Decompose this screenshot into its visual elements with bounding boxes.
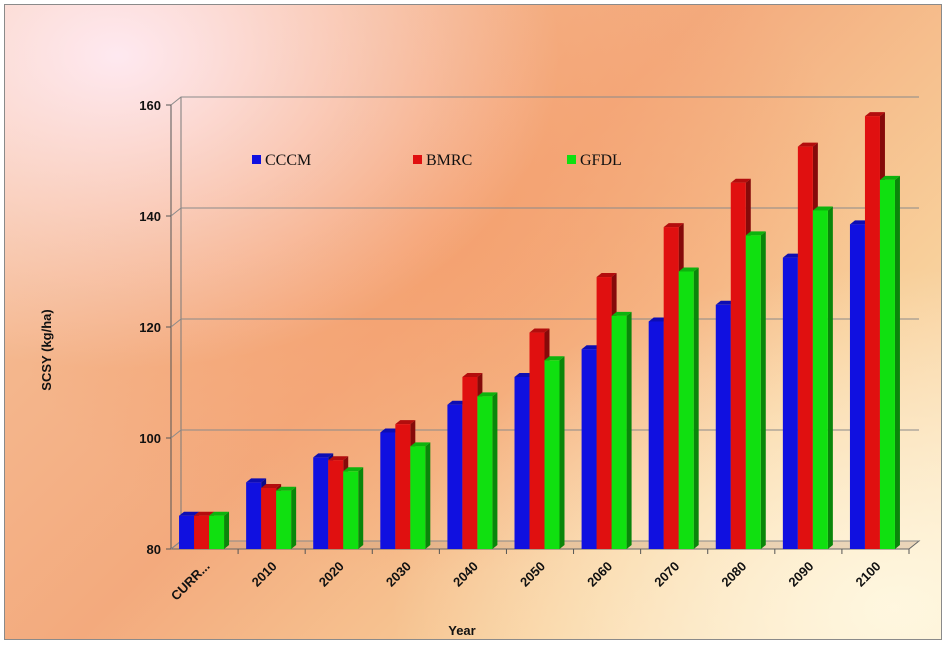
bar-bmrc <box>395 424 411 549</box>
bar-top-bmrc <box>529 328 550 333</box>
legend: CCCM BMRC GFDL <box>252 152 622 169</box>
bar-chart: 80 100 120 140 160 CURR... 2010 2020 2030 2040 205… <box>39 96 921 638</box>
bar-bmrc <box>596 277 612 549</box>
bar-top-bmrc <box>194 511 215 516</box>
bar-top-cccm <box>313 453 334 458</box>
bar-gfdl <box>544 360 560 549</box>
bar-side-gfdl <box>559 356 565 549</box>
bar-side-gfdl <box>760 231 766 550</box>
x-tick-label: 2090 <box>785 559 816 590</box>
bar-top-gfdl <box>410 442 431 447</box>
bar-top-gfdl <box>276 486 297 491</box>
bar-top-bmrc <box>596 273 617 278</box>
x-tick-label: 2060 <box>584 559 615 590</box>
bar-bmrc <box>328 460 344 549</box>
x-tick-label: 2080 <box>718 559 749 590</box>
bar-side-gfdl <box>626 311 632 549</box>
bar-cccm <box>179 515 195 549</box>
bar-bmrc <box>261 487 277 549</box>
bar-side-gfdl <box>358 467 364 549</box>
bar-cccm <box>581 349 597 549</box>
x-tick-label: 2010 <box>249 559 280 590</box>
bar-side-gfdl <box>291 486 297 549</box>
bar-top-gfdl <box>611 311 632 316</box>
y-axis-title: SCSY (kg/ha) <box>39 309 54 390</box>
bar-bmrc <box>462 376 478 549</box>
bar-side-gfdl <box>425 442 431 549</box>
bar-bmrc <box>797 146 813 549</box>
bar-top-bmrc <box>328 456 349 461</box>
bar-layer <box>179 112 900 550</box>
bar-cccm <box>782 257 798 549</box>
bar-top-gfdl <box>209 511 230 516</box>
bar-top-gfdl <box>678 267 699 272</box>
bar-top-gfdl <box>812 206 833 211</box>
y-tick-label: 140 <box>139 209 161 224</box>
bar-gfdl <box>410 446 426 549</box>
bar-bmrc <box>663 227 679 549</box>
y-tick-label: 120 <box>139 320 161 335</box>
bar-bmrc <box>194 515 210 549</box>
y-tick-label: 100 <box>139 431 161 446</box>
bar-top-bmrc <box>663 223 684 228</box>
bar-cccm <box>849 224 865 549</box>
bar-top-bmrc <box>797 142 818 147</box>
bar-cccm <box>447 404 463 549</box>
bar-cccm <box>313 457 329 549</box>
x-tick-label: 2020 <box>316 559 347 590</box>
bar-bmrc <box>730 182 746 549</box>
bar-top-gfdl <box>879 175 900 180</box>
bar-top-bmrc <box>395 420 416 425</box>
legend-swatch-bmrc <box>413 155 422 164</box>
bar-gfdl <box>209 515 225 549</box>
bar-top-bmrc <box>261 483 282 488</box>
bar-cccm <box>246 482 262 549</box>
x-tick-label: 2040 <box>450 559 481 590</box>
bar-side-gfdl <box>693 267 699 549</box>
x-axis-title: Year <box>448 623 475 638</box>
bar-gfdl <box>678 271 694 549</box>
x-tick-label: CURR... <box>168 559 213 604</box>
bar-side-gfdl <box>492 392 498 549</box>
x-tick-label: 2050 <box>517 559 548 590</box>
bar-top-gfdl <box>343 467 364 472</box>
bar-top-gfdl <box>745 231 766 236</box>
bar-gfdl <box>745 235 761 550</box>
legend-label-bmrc: BMRC <box>426 152 472 169</box>
bar-cccm <box>514 376 530 549</box>
bar-top-gfdl <box>477 392 498 397</box>
gridline <box>170 207 919 217</box>
chart-frame: 80 100 120 140 160 CURR... 2010 2020 2030 2040 205… <box>4 4 942 640</box>
bar-bmrc <box>864 116 880 549</box>
bar-top-bmrc <box>730 178 751 183</box>
y-tick-label: 160 <box>139 98 161 113</box>
bar-gfdl <box>611 315 627 549</box>
bar-side-gfdl <box>827 206 833 549</box>
x-tick-label: 2100 <box>853 559 884 590</box>
bar-side-gfdl <box>224 511 230 549</box>
bar-top-bmrc <box>462 372 483 377</box>
bar-cccm <box>648 321 664 549</box>
bar-side-gfdl <box>894 175 900 550</box>
legend-swatch-cccm <box>252 155 261 164</box>
legend-label-gfdl: GFDL <box>580 152 622 169</box>
bar-gfdl <box>343 471 359 549</box>
bar-cccm <box>715 304 731 549</box>
y-tick-label: 80 <box>147 542 161 557</box>
bar-top-gfdl <box>544 356 565 361</box>
legend-swatch-gfdl <box>567 155 576 164</box>
x-tick-label: 2070 <box>651 559 682 590</box>
x-tick-label: 2030 <box>383 559 414 590</box>
bar-gfdl <box>477 396 493 549</box>
bar-cccm <box>380 432 396 549</box>
bar-top-cccm <box>246 478 267 483</box>
bar-gfdl <box>812 210 828 549</box>
bar-top-cccm <box>179 511 200 516</box>
legend-label-cccm: CCCM <box>265 152 311 169</box>
bar-bmrc <box>529 332 545 549</box>
bar-top-bmrc <box>864 112 885 117</box>
bar-gfdl <box>276 490 292 549</box>
gridline <box>170 96 919 106</box>
bar-gfdl <box>879 179 895 550</box>
